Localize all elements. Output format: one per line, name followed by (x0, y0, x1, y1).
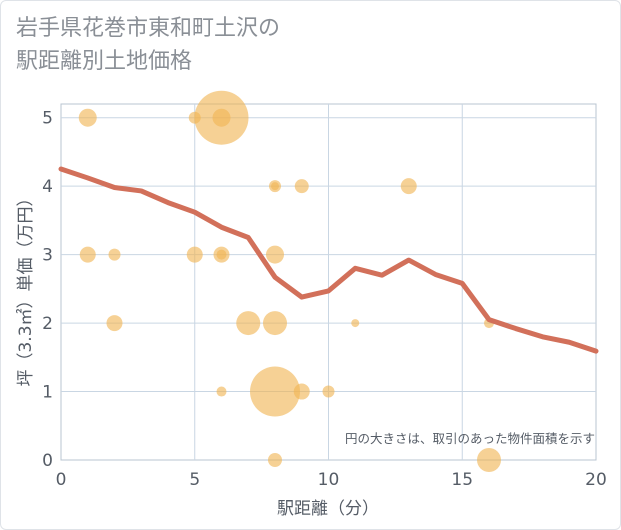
bubble-point (236, 311, 261, 336)
bubble-point (106, 315, 123, 332)
size-note: 円の大きさは、取引のあった物件面積を示す (345, 431, 595, 446)
bubble-point (268, 453, 282, 467)
x-axis-label: 駅距離（分） (277, 499, 379, 519)
bubble-point (186, 246, 203, 263)
y-tick-label: 1 (42, 383, 53, 403)
x-tick-label: 20 (585, 470, 607, 490)
y-tick-label: 0 (42, 451, 53, 471)
y-tick-label: 4 (42, 177, 53, 197)
y-tick-label: 3 (42, 246, 53, 266)
grid-lines (60, 103, 597, 461)
bubble-layer (78, 90, 501, 472)
bubble-point (322, 385, 335, 398)
title-line-1: 岩手県花巻市東和町土沢の (16, 16, 281, 41)
y-axis-label: 坪（3.3㎡）単価（万円） (16, 189, 36, 386)
y-tick-label: 5 (42, 109, 53, 129)
tick-labels: 0 5 10 15 20 0 1 2 3 4 5 (42, 109, 607, 490)
trend-line-layer (58, 166, 599, 354)
x-tick-label: 5 (189, 470, 200, 490)
bubble-point (216, 249, 227, 260)
bubble-point (400, 178, 417, 195)
x-tick-label: 0 (56, 470, 67, 490)
trend-line (58, 166, 599, 354)
bubble-point (266, 245, 284, 264)
bubble-point (79, 246, 96, 263)
bubble-point (216, 386, 227, 397)
y-tick-label: 2 (42, 314, 53, 334)
bubble-point (271, 182, 279, 191)
x-tick-label: 10 (318, 470, 340, 490)
x-tick-label: 15 (451, 470, 473, 490)
bubble-point (351, 319, 360, 328)
bubble-point (477, 448, 501, 472)
bubble-point (294, 179, 309, 194)
bubble-point (108, 248, 121, 261)
bubble-point (212, 108, 231, 127)
bubble-point (263, 311, 287, 336)
bubble-point (78, 108, 97, 127)
title-line-2: 駅距離別土地価格 (16, 49, 193, 74)
bubble-point (250, 366, 300, 417)
chart-title: 岩手県花巻市東和町土沢の 駅距離別土地価格 (16, 12, 280, 78)
bubble-point (293, 383, 310, 400)
